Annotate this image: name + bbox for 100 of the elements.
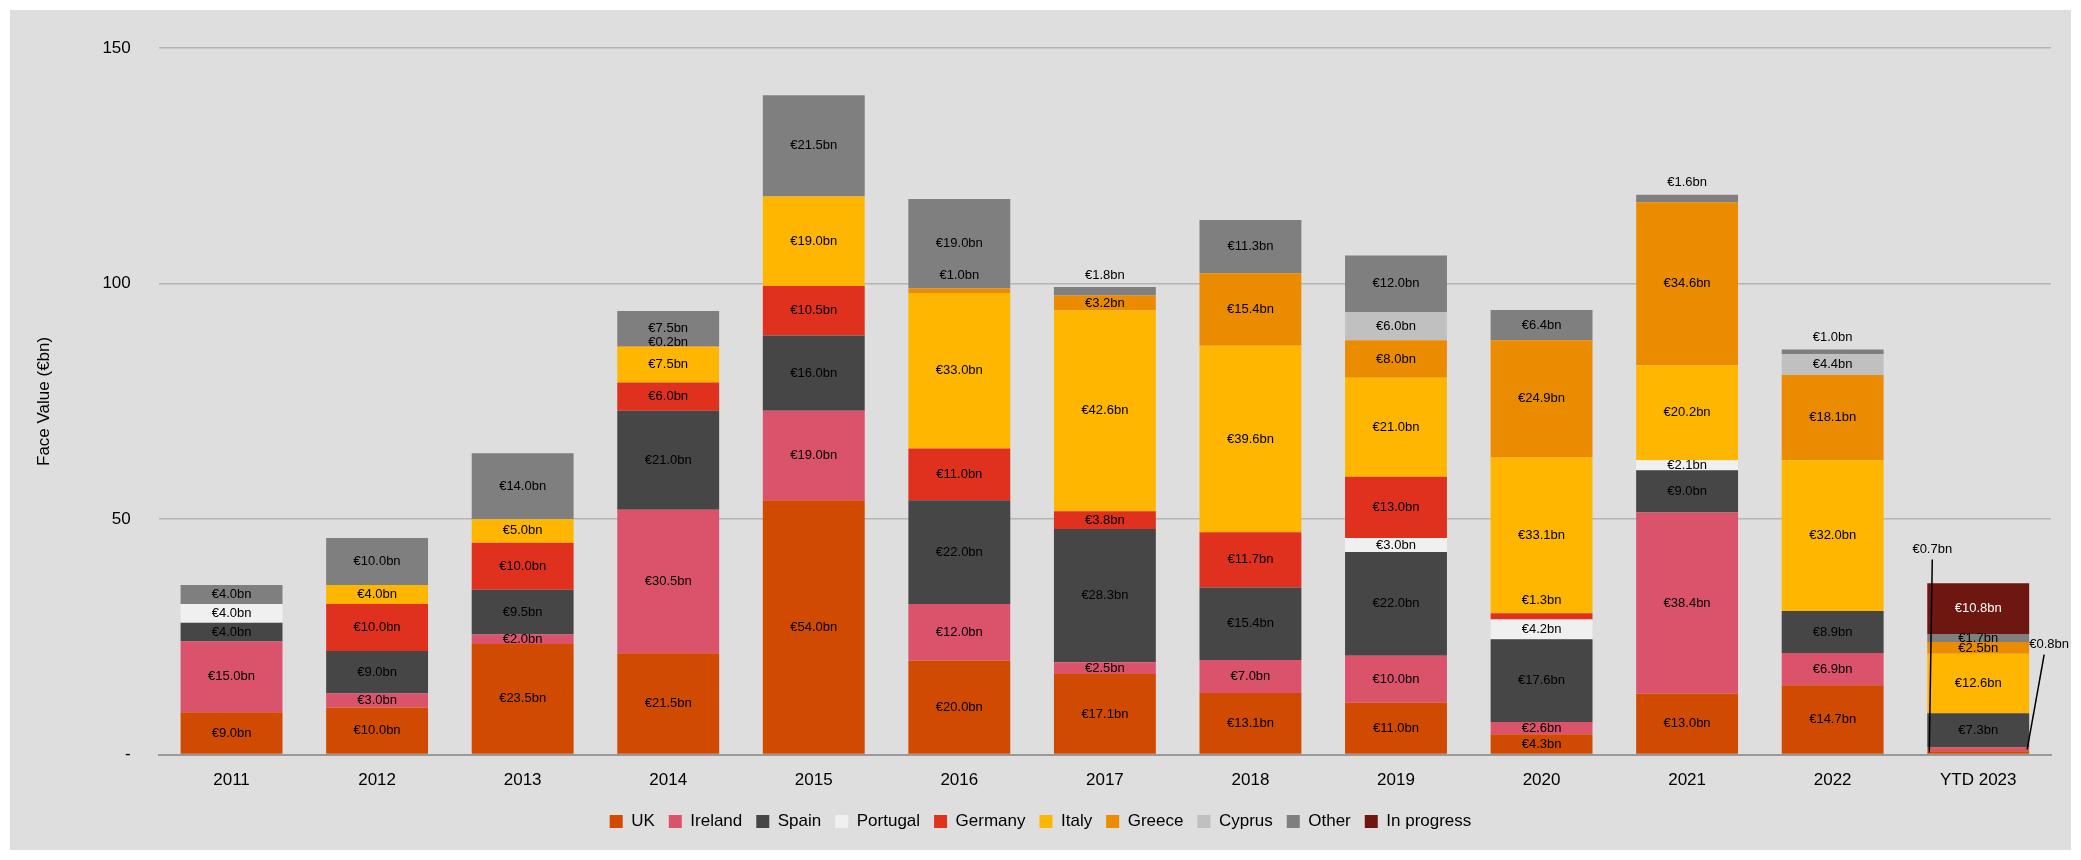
data-label: €10.0bn [353, 619, 401, 635]
data-label: €10.8bn [1954, 600, 2002, 616]
data-label: €9.0bn [357, 663, 397, 679]
data-label: €11.0bn [936, 465, 983, 481]
data-label: €4.4bn [1812, 356, 1853, 372]
bar [1345, 255, 1447, 312]
bar [1781, 685, 1884, 754]
x-tick-label: 2015 [794, 770, 833, 790]
data-label: €7.5bn [648, 320, 689, 336]
bar [180, 641, 283, 713]
data-label: €23.5bn [499, 690, 547, 706]
bar [1345, 702, 1447, 754]
data-label: €4.0bn [211, 586, 252, 602]
data-label: €0.7bn [1912, 541, 1953, 557]
data-label: €2.5bn [1085, 659, 1125, 675]
data-label: €10.5bn [790, 302, 838, 318]
bar [471, 542, 574, 590]
bar [1927, 653, 2030, 714]
y-axis-title: Face Value (€bn) [33, 336, 53, 466]
bar [762, 196, 865, 287]
bar [1927, 583, 2030, 635]
data-label: €20.2bn [1663, 404, 1711, 420]
bar [1345, 340, 1447, 378]
bar [1636, 470, 1739, 513]
data-label: €22.0bn [935, 543, 983, 559]
x-tick-label: 2020 [1522, 770, 1561, 790]
bar [908, 293, 1011, 449]
bar [471, 589, 574, 635]
data-label: €10.0bn [499, 557, 547, 573]
bar [471, 519, 574, 543]
data-label: €11.7bn [1227, 551, 1274, 567]
data-label: €9.0bn [211, 724, 252, 740]
bar [908, 603, 1011, 661]
data-label: €2.0bn [502, 630, 543, 646]
data-label: €32.0bn [1809, 527, 1857, 543]
data-label: €7.5bn [648, 356, 689, 372]
data-label: €34.6bn [1663, 275, 1711, 291]
data-label: €30.5bn [644, 573, 692, 589]
data-label: €24.9bn [1518, 390, 1566, 406]
data-label: €19.0bn [935, 235, 983, 251]
bar [617, 347, 720, 383]
data-label: €6.0bn [1376, 317, 1416, 333]
bar [1490, 613, 1593, 620]
bar [908, 448, 1011, 501]
data-label: €3.0bn [1376, 536, 1416, 552]
bar [1490, 310, 1593, 341]
data-label: €3.8bn [1085, 511, 1125, 527]
legend-label: Greece [1127, 811, 1184, 831]
y-tick-label: 100 [102, 273, 131, 293]
data-label: €19.0bn [790, 447, 838, 463]
data-label: €4.0bn [211, 623, 252, 639]
bar [1490, 734, 1593, 754]
data-label: €1.0bn [939, 266, 980, 282]
x-tick-label: 2012 [358, 770, 397, 790]
data-label: €6.9bn [1812, 660, 1853, 676]
bar [762, 500, 865, 754]
bar [1053, 674, 1156, 754]
data-label: €33.0bn [935, 362, 983, 378]
bar [471, 643, 574, 754]
bar [1199, 659, 1302, 693]
data-label: €1.8bn [1085, 266, 1125, 282]
bar [617, 410, 720, 510]
data-label: €17.6bn [1518, 672, 1566, 688]
x-tick-label: 2017 [1085, 770, 1124, 790]
bar [1199, 532, 1302, 588]
data-label: €17.1bn [1081, 705, 1129, 721]
data-label: €10.0bn [353, 553, 401, 569]
bar [1636, 202, 1739, 366]
data-label: €21.0bn [1372, 418, 1420, 434]
data-label: €6.0bn [648, 388, 689, 404]
x-tick-label: 2013 [503, 770, 542, 790]
data-label: €5.0bn [502, 522, 543, 538]
legend-label: In progress [1386, 811, 1472, 831]
bar [1199, 587, 1302, 660]
data-label: €39.6bn [1226, 430, 1274, 446]
data-label: €13.1bn [1226, 714, 1274, 730]
data-label: €11.3bn [1227, 238, 1274, 254]
bar [326, 651, 429, 694]
bar [1927, 751, 2030, 754]
bar [1636, 512, 1739, 694]
data-label: €9.0bn [1667, 482, 1707, 498]
bar [471, 453, 574, 520]
bar [762, 95, 865, 197]
bar [1781, 610, 1884, 653]
data-label: €9.5bn [502, 603, 543, 619]
bar [1490, 340, 1593, 458]
legend-label: Other [1308, 811, 1352, 831]
bar [1781, 652, 1884, 686]
bar [1053, 529, 1156, 663]
data-label: €15.4bn [1226, 615, 1274, 631]
x-tick-label: 2019 [1377, 770, 1415, 790]
data-label: €15.0bn [208, 668, 256, 684]
data-label: €12.0bn [1372, 275, 1420, 291]
x-tick-label: YTD 2023 [1939, 770, 2017, 790]
data-label: €4.2bn [1521, 620, 1562, 636]
data-label: €22.0bn [1372, 595, 1420, 611]
data-label: €0.8bn [2029, 636, 2070, 652]
bar [908, 198, 1011, 289]
data-label: €42.6bn [1081, 402, 1129, 418]
bar [326, 707, 429, 754]
